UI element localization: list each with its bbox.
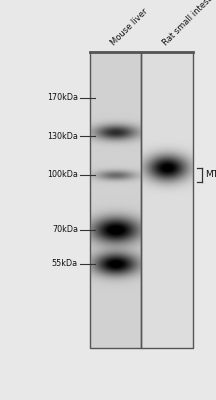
Text: 170kDa: 170kDa <box>47 93 78 102</box>
Text: Mouse liver: Mouse liver <box>109 6 150 47</box>
Text: 70kDa: 70kDa <box>52 225 78 234</box>
Text: 130kDa: 130kDa <box>47 132 78 141</box>
Text: 100kDa: 100kDa <box>47 170 78 179</box>
Text: Rat small intestine: Rat small intestine <box>161 0 216 47</box>
Text: MTTP: MTTP <box>205 170 216 179</box>
Text: 55kDa: 55kDa <box>52 259 78 268</box>
